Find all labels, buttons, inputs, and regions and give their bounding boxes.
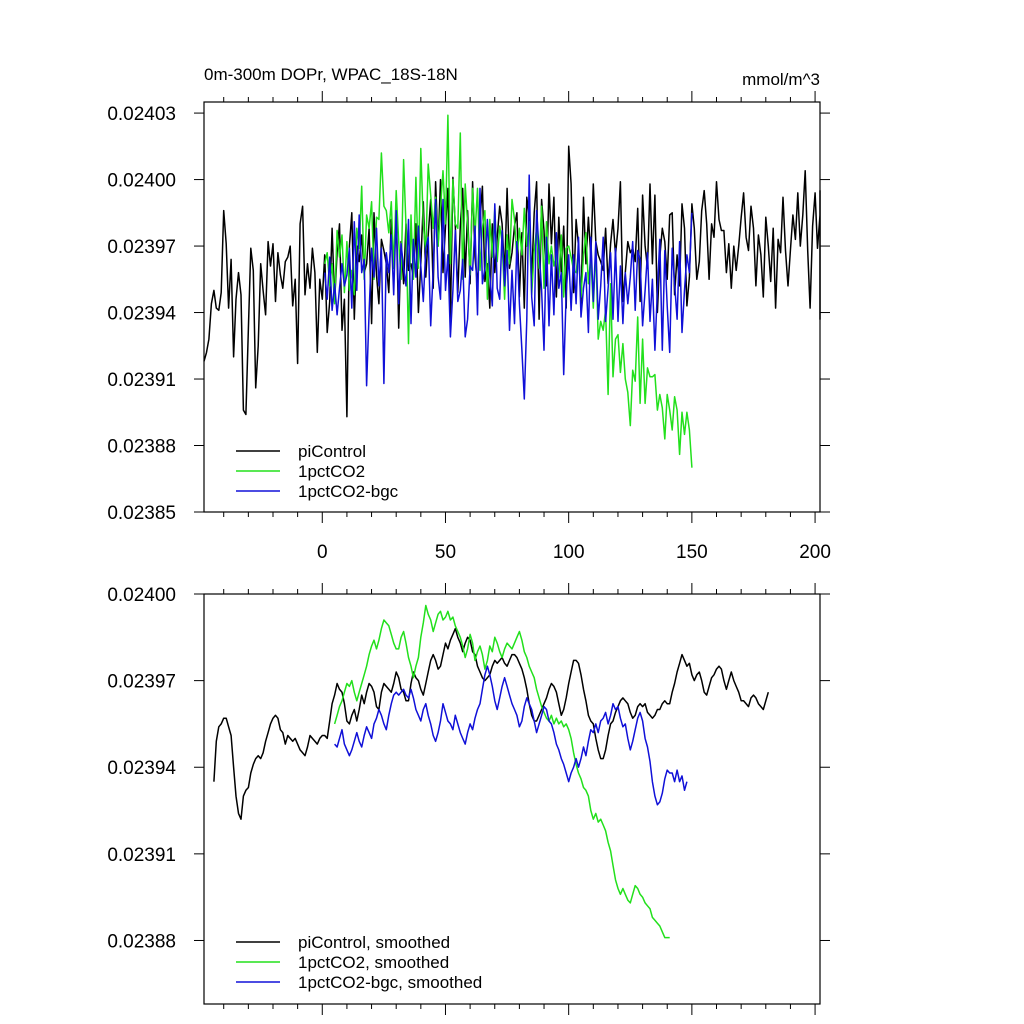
y-tick-label: 0.02400: [107, 585, 176, 606]
series-line-3: [323, 174, 693, 400]
series-line-1: [203, 145, 821, 418]
y-tick-label: 0.02397: [107, 672, 176, 693]
legend-label: piControl, smoothed: [298, 933, 450, 952]
axis-ticks: 0 50 100 150 200 0.02385 0.02388 0.02391 0.02394…: [107, 91, 831, 563]
y-tick-label: 0.02391: [107, 370, 176, 391]
legend-label: 1pctCO2: [298, 462, 365, 481]
plot-frame: [203, 593, 821, 1005]
series-line-2: [323, 114, 693, 468]
legend-label: 1pctCO2-bgc: [298, 482, 399, 501]
series-group: [213, 604, 770, 939]
y-tick-label: 0.02397: [107, 237, 176, 258]
series-line-3: [334, 665, 688, 806]
y-tick-label: 0.02388: [107, 931, 176, 952]
y-tick-label: 0.02394: [107, 304, 176, 325]
y-tick-label: 0.02400: [107, 171, 176, 192]
legend-label: 1pctCO2-bgc, smoothed: [298, 973, 482, 992]
chart-title: 0m-300m DOPr, WPAC_18S-18N: [204, 65, 458, 84]
series-group: [203, 114, 821, 468]
legend-label: piControl: [298, 442, 366, 461]
y-tick-label: 0.02394: [107, 758, 176, 779]
panel-top: 0m-300m DOPr, WPAC_18S-18N mmol/m^3 0 50 1…: [107, 65, 831, 563]
axis-ticks: 0.02388 0.02391 0.02394 0.02397 0.02400: [107, 583, 830, 1015]
x-tick-label: 50: [435, 542, 456, 563]
panel-bottom: 0.02388 0.02391 0.02394 0.02397 0.02400 piCo…: [107, 583, 830, 1015]
units-label: mmol/m^3: [742, 70, 820, 89]
x-tick-label: 100: [553, 542, 585, 563]
y-tick-label: 0.02388: [107, 437, 176, 458]
x-tick-label: 200: [799, 542, 831, 563]
series-line-1: [213, 627, 770, 820]
x-tick-label: 150: [676, 542, 708, 563]
legend-label: 1pctCO2, smoothed: [298, 953, 449, 972]
y-tick-label: 0.02403: [107, 104, 176, 125]
x-tick-label: 0: [317, 542, 328, 563]
series-line-2: [333, 604, 670, 939]
y-tick-label: 0.02391: [107, 845, 176, 866]
y-tick-label: 0.02385: [107, 503, 176, 524]
